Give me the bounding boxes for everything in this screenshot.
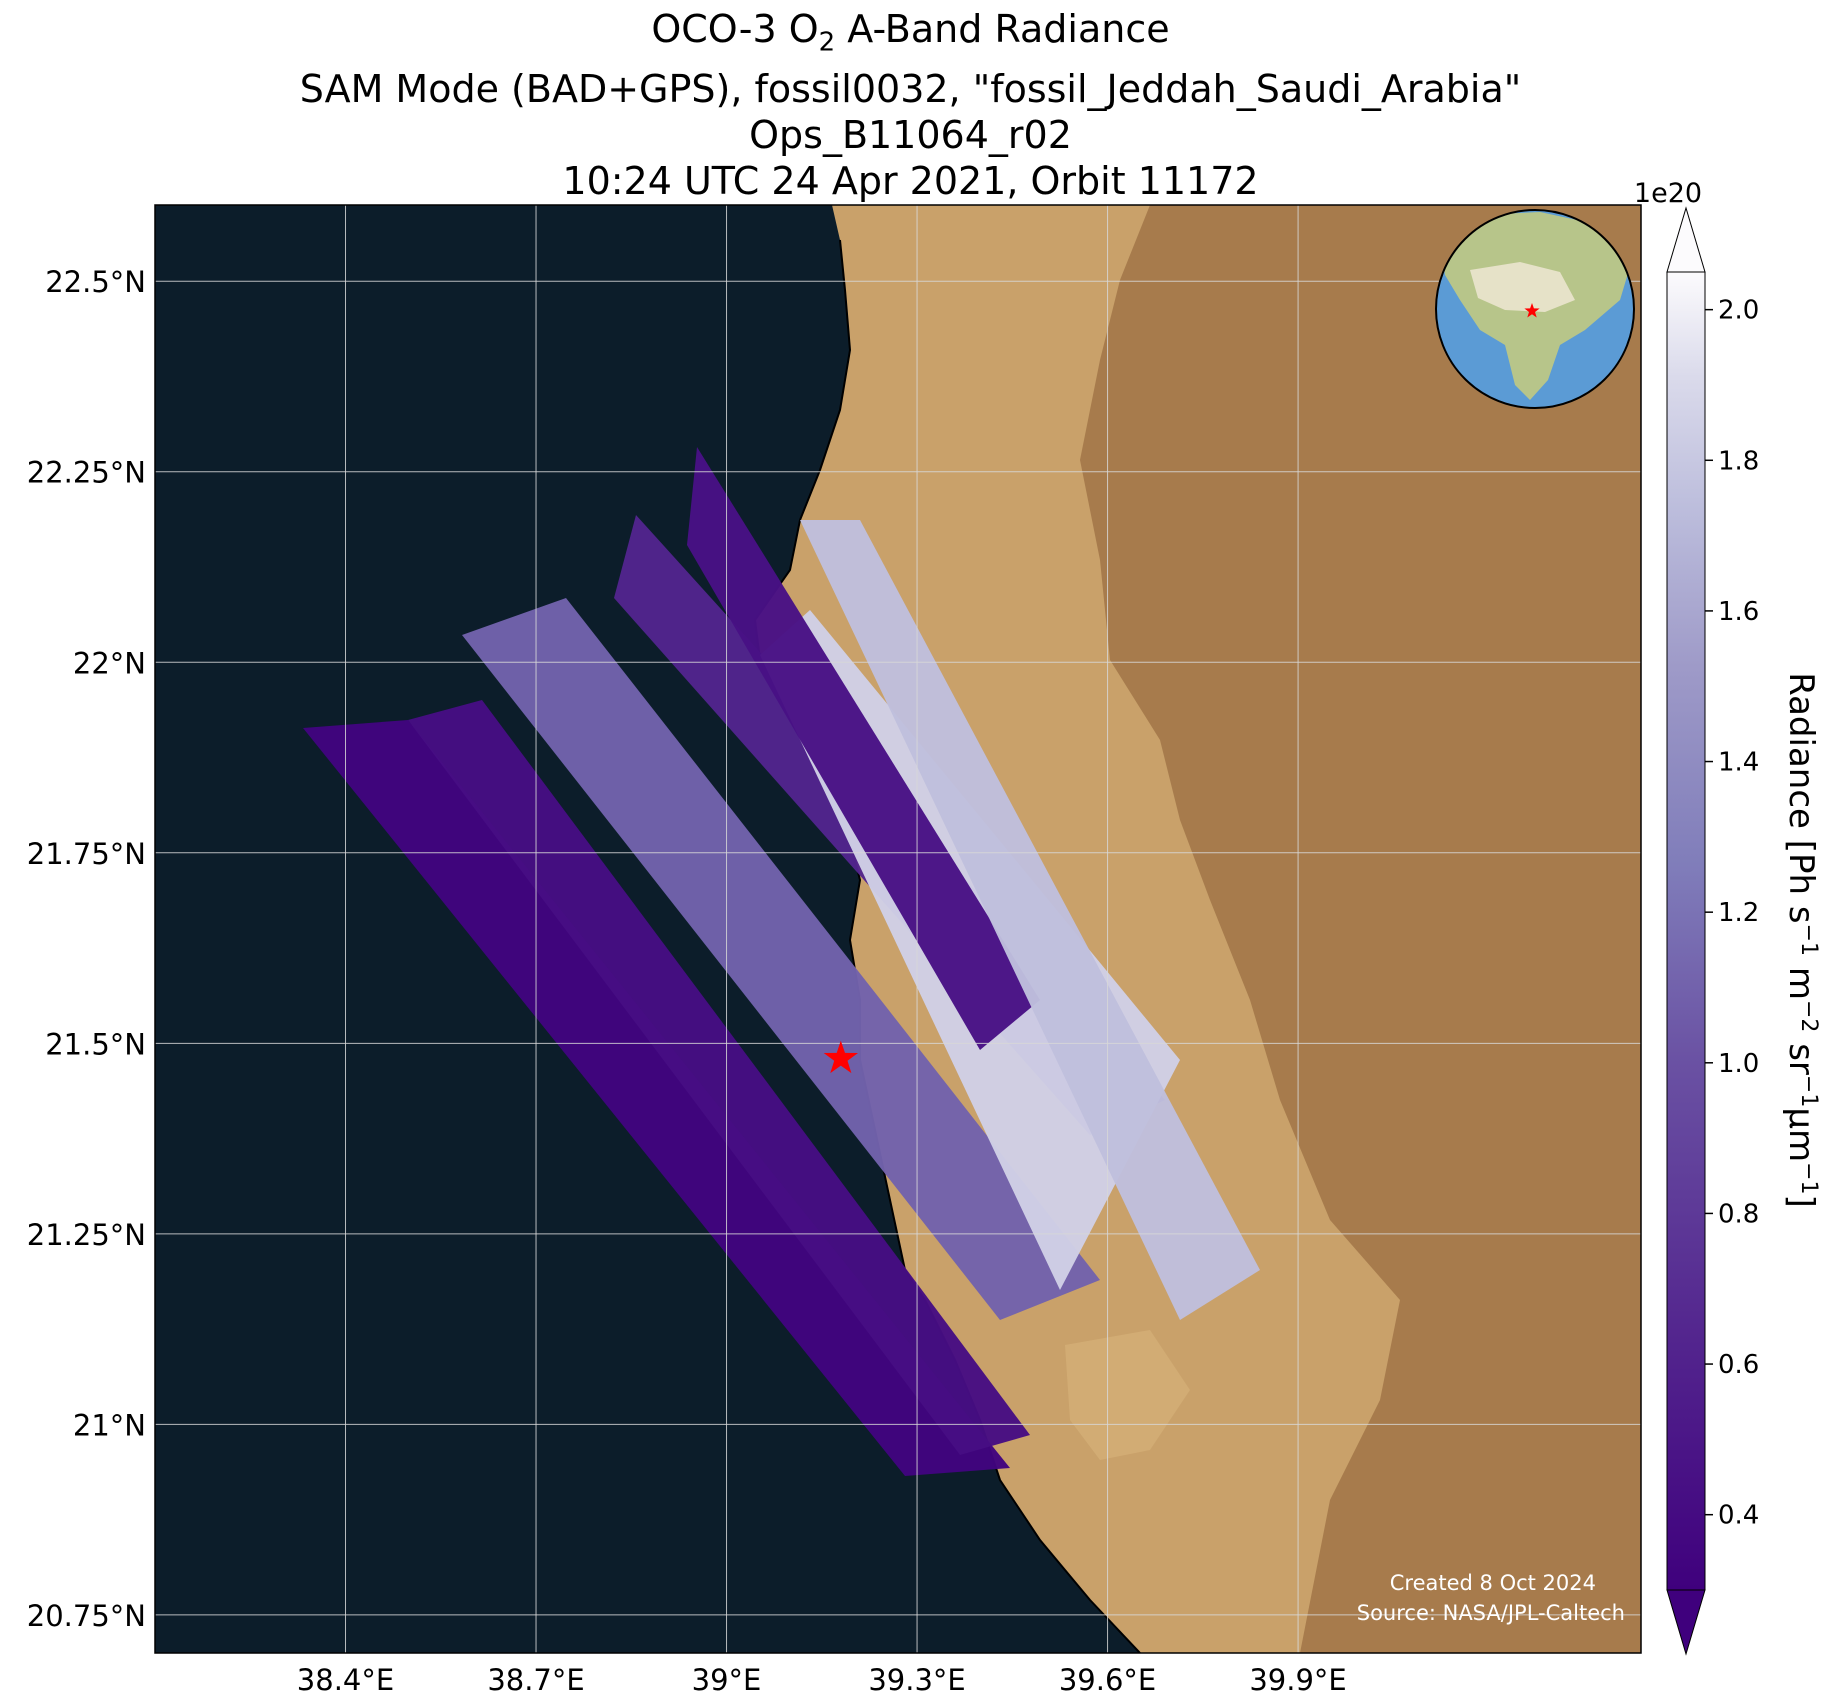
colorbar-ticks: 0.4 0.6 0.8 1.0 1.2 1.4 1.6 1.8 2.0 xyxy=(1705,296,1759,1531)
lat-tick-label: 21°N xyxy=(73,1408,146,1442)
swath-2 xyxy=(408,700,1030,1455)
lon-tick-label: 38.4°E xyxy=(297,1663,394,1697)
colorbar-tick-label: 0.6 xyxy=(1718,1350,1759,1380)
source-credit: Source: NASA/JPL-Caltech xyxy=(1357,1601,1625,1625)
plain-area xyxy=(1065,1330,1190,1460)
globe-outline xyxy=(1435,209,1635,409)
lat-tick-label: 21.75°N xyxy=(27,837,146,871)
colorbar-frame xyxy=(1666,271,1706,1591)
target-layer xyxy=(823,1040,858,1074)
lon-tick-label: 39.3°E xyxy=(868,1663,965,1697)
colorbar-label: Radiance [Ph s−1 m−2 sr−1μm−1] xyxy=(1781,672,1821,1208)
colorbar-tick-label: 2.0 xyxy=(1718,296,1759,326)
swath-layer xyxy=(303,447,1260,1476)
lat-tick-label: 21.5°N xyxy=(45,1027,146,1061)
swath-3 xyxy=(462,598,1100,1320)
colorbar-tick-label: 1.4 xyxy=(1718,748,1759,778)
highlands-area xyxy=(1080,205,1641,1653)
lat-tick-label: 22°N xyxy=(73,646,146,680)
lon-tick-label: 38.7°E xyxy=(487,1663,584,1697)
gridlines xyxy=(155,205,1641,1653)
swath-1 xyxy=(303,720,1010,1476)
title-line-1: OCO-3 O2 A-Band Radiance xyxy=(651,7,1170,58)
swath-7 xyxy=(800,520,1260,1320)
lat-tick-label: 20.75°N xyxy=(27,1599,146,1633)
colorbar-tick-label: 0.4 xyxy=(1718,1501,1759,1531)
title-line-2: SAM Mode (BAD+GPS), fossil0032, "fossil_… xyxy=(299,66,1522,111)
lat-tick-label: 22.25°N xyxy=(27,456,146,490)
lat-tick-label: 21.25°N xyxy=(27,1218,146,1252)
colorbar-tick-label: 0.8 xyxy=(1718,1199,1759,1229)
chart-title: OCO-3 O2 A-Band Radiance SAM Mode (BAD+G… xyxy=(0,6,1821,204)
lon-tick-labels: 38.4°E 38.7°E 39°E 39.3°E 39.6°E 39.9°E xyxy=(297,1663,1347,1697)
colorbar-gradient xyxy=(1667,272,1705,1590)
lat-tick-labels: 22.5°N 22.25°N 22°N 21.75°N 21.5°N 21.25°N 21°… xyxy=(27,265,146,1633)
globe-desert xyxy=(1470,262,1575,312)
colorbar-tick-label: 1.8 xyxy=(1718,446,1759,476)
title-line-4: 10:24 UTC 24 Apr 2021, Orbit 11172 xyxy=(562,158,1259,203)
lat-tick-label: 22.5°N xyxy=(45,265,146,299)
colorbar-tick-label: 1.2 xyxy=(1718,898,1759,928)
colorbar-extend-max xyxy=(1666,206,1706,273)
colorbar-extend-min xyxy=(1666,1589,1706,1656)
globe-target-marker xyxy=(1524,303,1540,318)
title-line-3: Ops_B11064_r02 xyxy=(749,112,1072,157)
inset-globe xyxy=(1435,209,1635,409)
lon-tick-label: 39.9°E xyxy=(1249,1663,1346,1697)
swath-6 xyxy=(687,447,1040,1050)
map-frame xyxy=(154,204,1642,1654)
created-credit: Created 8 Oct 2024 xyxy=(1390,1571,1596,1595)
colorbar-multiplier: 1e20 xyxy=(1634,178,1702,209)
colorbar-tick-label: 1.0 xyxy=(1718,1049,1759,1079)
target-star-marker xyxy=(823,1040,858,1074)
colorbar: 0.4 0.6 0.8 1.0 1.2 1.4 1.6 1.8 2.0 1e20 Radianc… xyxy=(1634,178,1821,1656)
lon-tick-label: 39°E xyxy=(692,1663,762,1697)
colorbar-tick-label: 1.6 xyxy=(1718,597,1759,627)
lon-tick-label: 39.6°E xyxy=(1059,1663,1156,1697)
